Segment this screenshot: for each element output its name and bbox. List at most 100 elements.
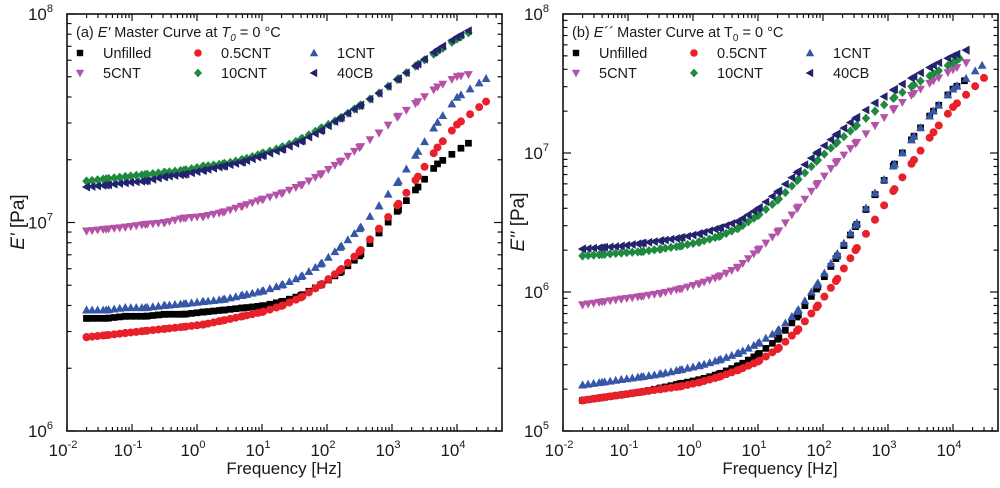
legend-label: 40CB: [337, 66, 373, 82]
data-point: [898, 173, 907, 182]
data-point: [257, 151, 266, 161]
data-point: [413, 98, 423, 107]
data-point: [611, 296, 621, 305]
data-point: [598, 393, 607, 402]
panel-b-title: (b) E´´ Master Curve at T0 = 0 °C: [572, 25, 783, 44]
data-point: [628, 247, 637, 257]
data-point: [374, 88, 383, 98]
data-point: [721, 269, 731, 278]
data-point: [749, 250, 759, 259]
data-point: [695, 280, 704, 289]
data-point: [365, 211, 375, 220]
data-point: [897, 148, 907, 157]
data-point: [247, 199, 257, 208]
data-point: [87, 182, 96, 191]
data-point: [209, 210, 219, 219]
data-point: [433, 143, 442, 152]
legend-item: 10CNT: [194, 66, 267, 82]
panel-b-y-label-symbol: E'': [508, 230, 529, 251]
data-point: [772, 187, 781, 197]
data-point: [374, 129, 384, 138]
data-point: [310, 262, 320, 271]
x-tick-label: 101: [245, 439, 270, 460]
data-point: [186, 168, 195, 178]
data-point: [780, 219, 790, 228]
data-point: [349, 104, 358, 114]
data-point: [335, 113, 344, 123]
data-point: [101, 180, 110, 190]
panel-a-title-rest: Master Curve at: [110, 25, 221, 41]
data-point: [218, 161, 227, 171]
data-point: [401, 68, 410, 78]
data-point: [578, 301, 587, 310]
data-point: [126, 177, 135, 187]
series-5cnt: [82, 71, 473, 236]
x-tick-label-exponent: 2: [825, 439, 831, 451]
data-point: [452, 32, 461, 42]
data-point: [121, 312, 129, 320]
data-point: [225, 206, 235, 215]
data-point: [928, 60, 937, 70]
data-point: [839, 132, 849, 142]
legend-item: 40CB: [805, 66, 869, 82]
y-tick-label: 106: [524, 281, 549, 302]
data-point: [909, 131, 919, 140]
legend-label: Unfilled: [103, 46, 151, 62]
data-point: [675, 382, 684, 391]
data-point: [126, 171, 135, 181]
data-point: [656, 244, 666, 254]
data-point: [199, 213, 208, 221]
data-point: [851, 140, 860, 149]
data-point: [433, 117, 442, 126]
data-point: [198, 165, 207, 175]
legend-item: 0.5CNT: [194, 46, 271, 62]
data-point: [218, 316, 227, 325]
data-point: [897, 98, 907, 107]
data-point: [812, 181, 821, 190]
data-point: [403, 197, 410, 204]
data-point: [121, 171, 130, 182]
data-point: [452, 92, 462, 101]
data-point: [656, 289, 666, 298]
data-point: [714, 355, 724, 364]
data-point: [420, 93, 429, 102]
data-point: [916, 85, 925, 94]
legend-marker-circle: [690, 49, 698, 57]
data-point: [636, 372, 646, 381]
y-tick-label-base: 10: [524, 144, 543, 163]
data-point: [934, 58, 943, 68]
data-point: [812, 156, 821, 166]
data-point: [419, 54, 428, 64]
data-point: [310, 129, 319, 139]
panel-b-title-tail: = 0 °C: [738, 25, 783, 41]
data-point: [160, 324, 169, 333]
data-point: [277, 280, 286, 289]
x-tick-label-base: 10: [375, 441, 394, 460]
data-point: [284, 186, 294, 195]
data-point: [773, 326, 782, 335]
data-point: [851, 220, 860, 229]
data-point: [421, 175, 428, 183]
data-point: [148, 220, 158, 229]
panel-b-y-axis-label: E'' [Pa]: [508, 192, 529, 251]
legend-item: 5CNT: [571, 66, 637, 82]
data-point: [304, 132, 313, 142]
data-point: [793, 313, 801, 321]
x-tick-label-base: 10: [936, 441, 955, 460]
legend-item: 1CNT: [309, 46, 375, 62]
data-point: [743, 255, 753, 264]
data-point: [980, 73, 989, 82]
data-point: [761, 239, 771, 248]
data-point: [661, 243, 670, 253]
data-point: [171, 310, 179, 318]
data-point: [349, 229, 359, 238]
data-point: [597, 377, 607, 386]
series-40cb: [81, 26, 472, 192]
data-point: [160, 167, 170, 177]
data-point: [845, 118, 854, 127]
data-point: [131, 303, 141, 312]
data-point: [170, 216, 180, 225]
data-point: [452, 73, 462, 82]
data-point: [330, 247, 340, 256]
data-point: [209, 163, 218, 173]
